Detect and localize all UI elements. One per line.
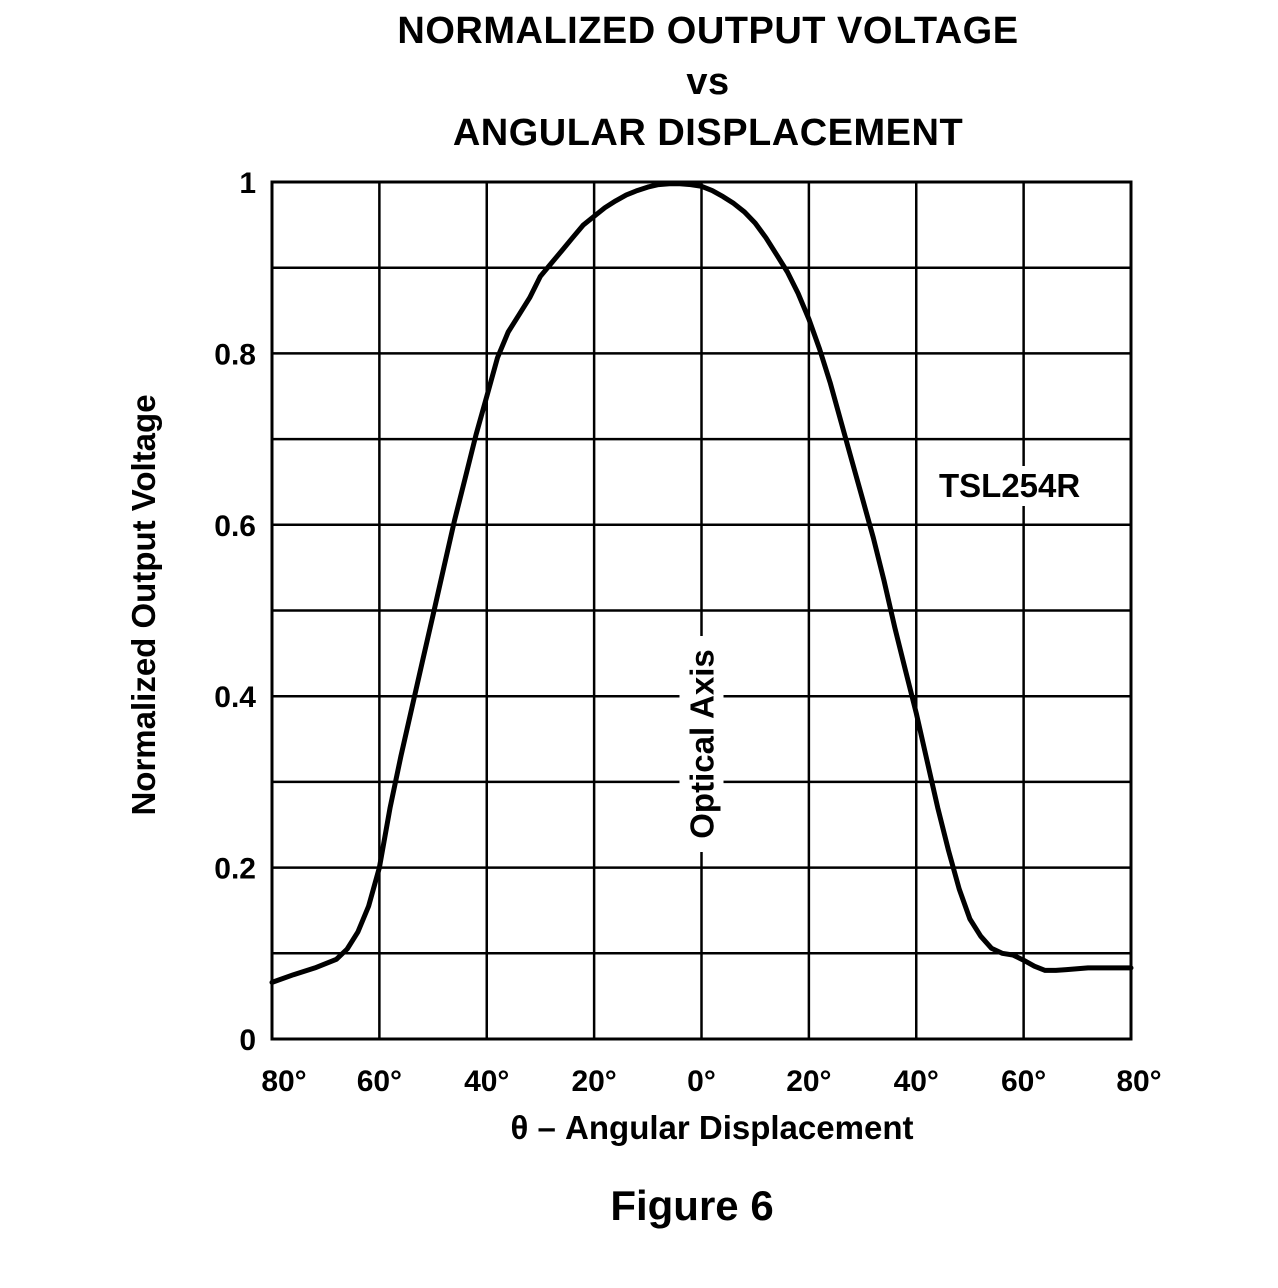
x-tick-label: 20° (571, 1065, 616, 1098)
y-tick-label: 0 (239, 1024, 256, 1057)
y-tick-label: 0.6 (214, 510, 256, 543)
x-tick-label: 40° (464, 1065, 509, 1098)
y-tick-label: 0.2 (214, 853, 256, 886)
x-tick-label: 20° (786, 1065, 831, 1098)
y-tick-labels: 0 0.2 0.4 0.6 0.8 1 (214, 167, 256, 1057)
x-tick-label: 60° (357, 1065, 402, 1098)
series-label-background (934, 466, 1096, 506)
x-tick-label: 80° (1116, 1065, 1161, 1098)
series-line-tsl254r (269, 181, 1134, 985)
x-axis-title: θ – Angular Displacement (511, 1109, 914, 1146)
x-tick-label: 80° (261, 1065, 306, 1098)
chart-title-line-2: vs (686, 61, 730, 103)
y-tick-label: 0.4 (214, 681, 256, 714)
x-tick-label: 40° (894, 1065, 939, 1098)
figure-caption: Figure 6 (610, 1182, 774, 1229)
series-label-tsl254r: TSL254R (939, 467, 1080, 504)
x-tick-labels: 80° 60° 40° 20° 0° 20° 40° 60° 80° (261, 1065, 1161, 1098)
x-tick-label: 60° (1001, 1065, 1046, 1098)
chart-title: NORMALIZED OUTPUT VOLTAGE vs ANGULAR DIS… (258, 6, 1158, 159)
y-axis-title: Normalized Output Voltage (125, 394, 162, 815)
chart-title-line-1: NORMALIZED OUTPUT VOLTAGE (397, 10, 1019, 52)
y-tick-label: 0.8 (214, 338, 256, 371)
y-tick-label: 1 (239, 167, 256, 200)
chart-title-line-3: ANGULAR DISPLACEMENT (452, 112, 964, 154)
optical-axis-label-background (679, 636, 724, 852)
grid-lines (272, 182, 1131, 1039)
optical-axis-label: Optical Axis (684, 649, 721, 839)
x-tick-label: 0° (687, 1065, 716, 1098)
plot-frame (270, 180, 1133, 1041)
